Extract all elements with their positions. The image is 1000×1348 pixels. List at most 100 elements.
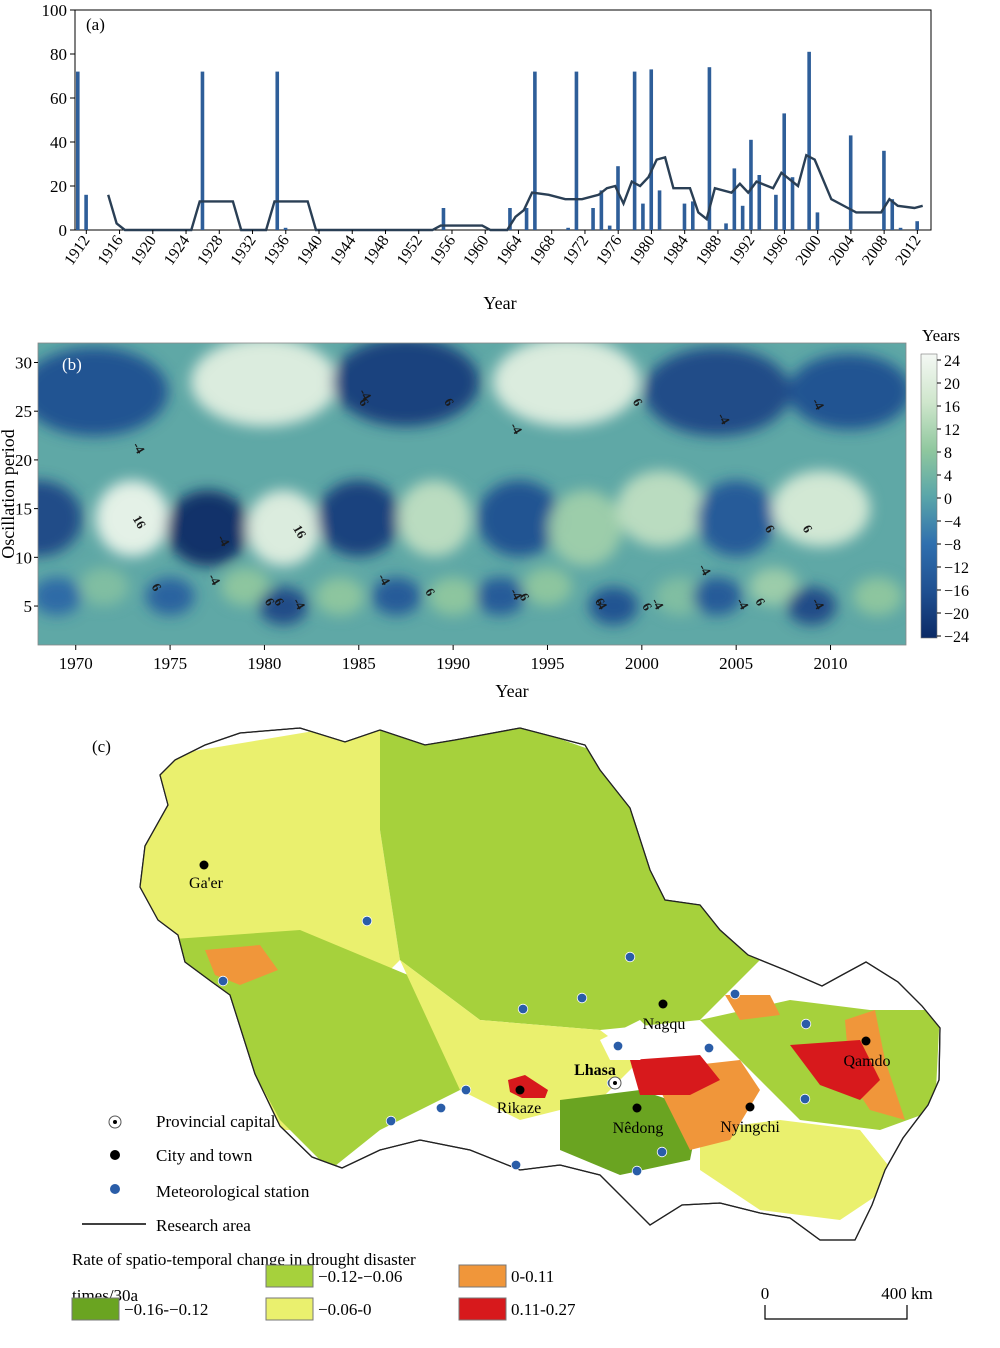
panel-a-bar (632, 71, 637, 230)
heatmap-cell (371, 577, 422, 616)
panel-a-x-tick-label: 1968 (527, 233, 559, 269)
panel-a-x-axis: 1912 1916 1920 1924 1928 1932 1936 1940 1944 1948… (61, 230, 925, 269)
colorbar-tick-label: 4 (944, 468, 952, 485)
panel-a-bar (790, 177, 795, 230)
panel-a-x-tick-label: 1956 (427, 233, 459, 269)
rate-legend-swatch (71, 1297, 120, 1321)
panel-a-x-tick-label: 1924 (161, 233, 193, 269)
heatmap-cell (787, 587, 837, 626)
panel-a-bar (649, 69, 654, 231)
scale-bar: 0 400 km (761, 1284, 933, 1320)
panel-b-y-tick-label: 15 (15, 500, 32, 519)
heatmap-cell (696, 480, 776, 557)
panel-b-x-tick-label: 1995 (530, 654, 564, 673)
panel-a-bar (749, 139, 753, 230)
panel-a-y-tick-label: 40 (50, 133, 67, 152)
colorbar-tick-label: 0 (944, 491, 952, 508)
panel-a-y-tick-label: 80 (50, 45, 67, 64)
panel-a-x-tick-label: 1988 (693, 233, 725, 269)
meteorological-station (361, 915, 373, 927)
rate-legend-label: −0.06-0 (318, 1300, 372, 1319)
panel-b-x-tick-label: 2010 (814, 654, 848, 673)
panel-a-x-tick-label: 2004 (826, 233, 858, 269)
panel-a-x-tick-label: 2000 (793, 233, 825, 269)
panel-a-x-tick-label: 1964 (493, 233, 525, 269)
heatmap-cell (853, 577, 903, 616)
panel-a-x-tick-label: 2012 (892, 233, 924, 269)
heatmap-cell (692, 577, 742, 616)
heatmap-frame (37, 342, 907, 646)
panel-b-x-axis: 1970 1975 1980 1985 1990 1995 2000 2005 2010 (59, 645, 848, 673)
meteorological-station (631, 1165, 643, 1177)
panel-a-bar (690, 201, 695, 230)
panel-a-bar (275, 71, 280, 230)
rate-legend-label: 0.11-0.27 (511, 1300, 576, 1319)
panel-a-bar (641, 203, 645, 230)
legend-station-symbol (109, 1183, 121, 1195)
legend-provincial-capital: Provincial capital (156, 1112, 276, 1131)
panel-a-bar (915, 221, 919, 230)
panel-a-bar (599, 190, 604, 230)
rate-legend-swatch (265, 1297, 314, 1321)
rate-legend-swatch (265, 1264, 314, 1288)
panel-b-x-tick-label: 1975 (153, 654, 187, 673)
panel-a-bar (848, 135, 853, 230)
panel-b-ylabel: Oscillation period (0, 429, 18, 558)
panel-a-x-tick-label: 1992 (726, 233, 758, 269)
meteorological-station (385, 1115, 397, 1127)
colorbar-title: Years (922, 326, 960, 345)
heatmap-cell (221, 567, 271, 606)
legend-provincial-capital-center (113, 1120, 117, 1124)
panel-a-x-tick-label: 1972 (560, 233, 592, 269)
heatmap-cell (749, 567, 799, 606)
panel-a-x-tick-label: 1932 (228, 233, 260, 269)
panel-b-x-tick-label: 1990 (436, 654, 470, 673)
legend-met-station: Meteorological station (156, 1182, 310, 1201)
panel-a-bar (732, 168, 737, 230)
rate-legend-swatch (458, 1297, 507, 1321)
heatmap-cell (166, 490, 250, 567)
region-orange-west (205, 945, 278, 985)
heatmap-cell (616, 470, 705, 547)
meteorological-station (612, 1040, 624, 1052)
heatmap-cell (397, 480, 472, 557)
panel-a-xlabel: Year (483, 293, 516, 313)
colorbar-tick-label: −16 (944, 583, 969, 600)
panel-a-x-tick-label: 1952 (394, 233, 426, 269)
panel-b-x-tick-label: 2005 (719, 654, 753, 673)
panel-a: (a) 0 20 40 60 80 100 1912 1916 1920 1924 1928 193… (42, 1, 932, 313)
meteorological-station (800, 1018, 812, 1030)
heatmap-cell (38, 577, 82, 616)
panel-a-bar (724, 223, 728, 230)
heatmap-cell (588, 587, 639, 626)
heatmap-cell (477, 480, 561, 557)
city-label-qamdo: Qamdo (843, 1053, 890, 1070)
panel-a-bar (657, 190, 662, 230)
panel-a-bar (607, 225, 612, 230)
research-area-border (139, 727, 941, 1241)
panel-a-bar (574, 71, 579, 230)
meteorological-station (517, 1003, 529, 1015)
panel-b-xlabel: Year (495, 681, 528, 701)
panel-c-label: (c) (92, 737, 111, 756)
panel-a-x-tick-label: 1940 (294, 233, 326, 269)
panel-b-y-tick-label: 5 (24, 597, 33, 616)
panel-a-bar (283, 227, 288, 230)
colorbar-tick-label: 12 (944, 422, 960, 439)
colorbar-tick-label: −4 (944, 514, 961, 531)
panel-a-bar (84, 194, 88, 230)
heatmap-cell (655, 577, 705, 616)
panel-a-bar (682, 203, 687, 230)
legend-research-area: Research area (156, 1216, 251, 1235)
panel-a-x-tick-label: 1980 (626, 233, 658, 269)
city-label-nagqu: Nagqu (643, 1016, 686, 1033)
panel-b-y-tick-label: 25 (15, 402, 32, 421)
panel-a-bar (782, 113, 787, 230)
panel-a-bar (757, 175, 762, 230)
panel-a-bar (591, 208, 595, 230)
panel-a-x-tick-label: 1916 (95, 233, 127, 269)
heatmap-cell (246, 490, 321, 567)
region-yellow-southeast (700, 1120, 900, 1220)
panel-b-label: (b) (62, 355, 82, 374)
legend-city-town: City and town (156, 1146, 253, 1165)
